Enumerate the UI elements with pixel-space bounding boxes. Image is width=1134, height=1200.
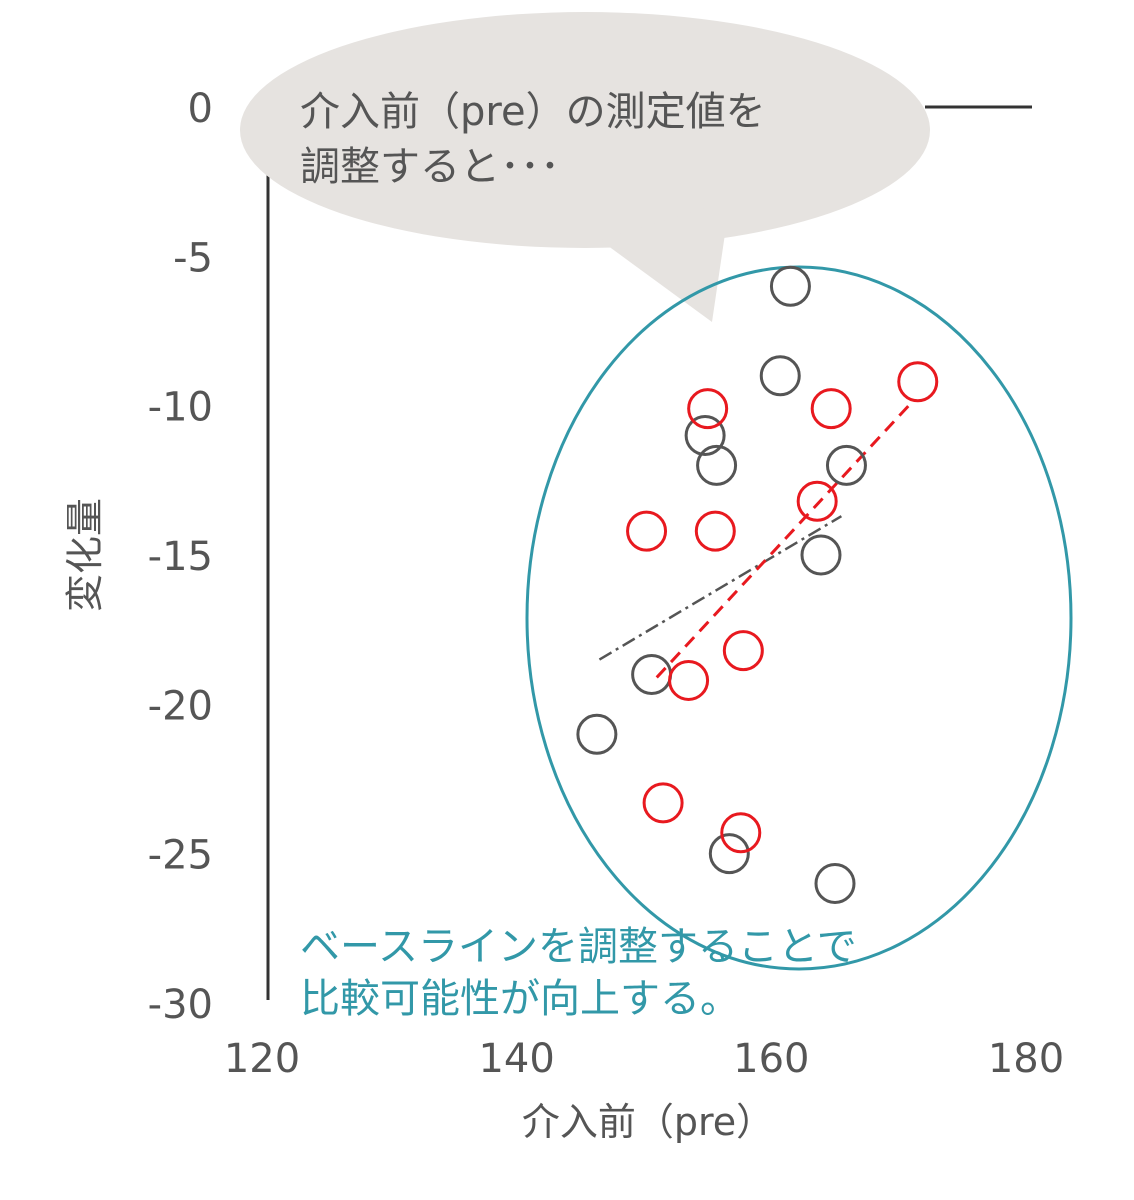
data-point-series-2 (626, 510, 668, 552)
data-point-series-2 (687, 388, 729, 430)
callout-line-1: 介入前（pre）の測定値を (300, 89, 766, 135)
callout-line-2: 調整すると･･･ (300, 144, 560, 190)
data-point-series-2 (720, 812, 762, 854)
y-tick-label: -10 (148, 385, 213, 431)
data-point-series-1 (800, 534, 842, 576)
data-point-series-1 (684, 415, 726, 457)
data-point-series-2 (668, 659, 710, 701)
data-point-series-1 (708, 833, 750, 875)
x-tick-label: 180 (988, 1036, 1064, 1082)
x-tick-label: 160 (733, 1036, 809, 1082)
y-tick-label: -20 (148, 683, 213, 729)
data-point-series-2 (722, 630, 764, 672)
data-point-series-1 (814, 863, 856, 905)
data-point-series-1 (696, 444, 738, 486)
trendline-2 (655, 401, 913, 679)
data-point-series-1 (825, 444, 867, 486)
note-line-2: 比較可能性が向上する。 (300, 976, 740, 1022)
data-point-series-2 (642, 782, 684, 824)
trendline-1 (598, 515, 843, 661)
y-tick-label: -25 (148, 833, 213, 879)
data-point-series-2 (897, 361, 939, 403)
y-tick-label: -15 (148, 534, 213, 580)
data-point-series-1 (631, 653, 673, 695)
highlight-ellipse (525, 265, 1073, 971)
data-point-series-1 (576, 713, 618, 755)
data-point-series-1 (769, 265, 811, 307)
trendlines (598, 401, 913, 679)
data-point-series-2 (796, 480, 838, 522)
callout-bubble: 介入前（pre）の測定値を 調整すると･･･ (240, 12, 930, 322)
data-point-series-1 (759, 355, 801, 397)
x-axis-title: 介入前（pre） (522, 1100, 774, 1144)
y-tick-label: 0 (188, 86, 213, 132)
data-points (576, 265, 939, 905)
note-line-1: ベースラインを調整することで (300, 924, 857, 970)
x-tick-label: 120 (224, 1036, 300, 1082)
x-tick-label: 140 (478, 1036, 554, 1082)
y-axis-title: 変化量 (63, 498, 107, 612)
y-tick-label: -30 (148, 982, 213, 1028)
y-tick-label: -5 (173, 235, 213, 281)
data-point-series-2 (694, 510, 736, 552)
data-point-series-2 (810, 388, 852, 430)
